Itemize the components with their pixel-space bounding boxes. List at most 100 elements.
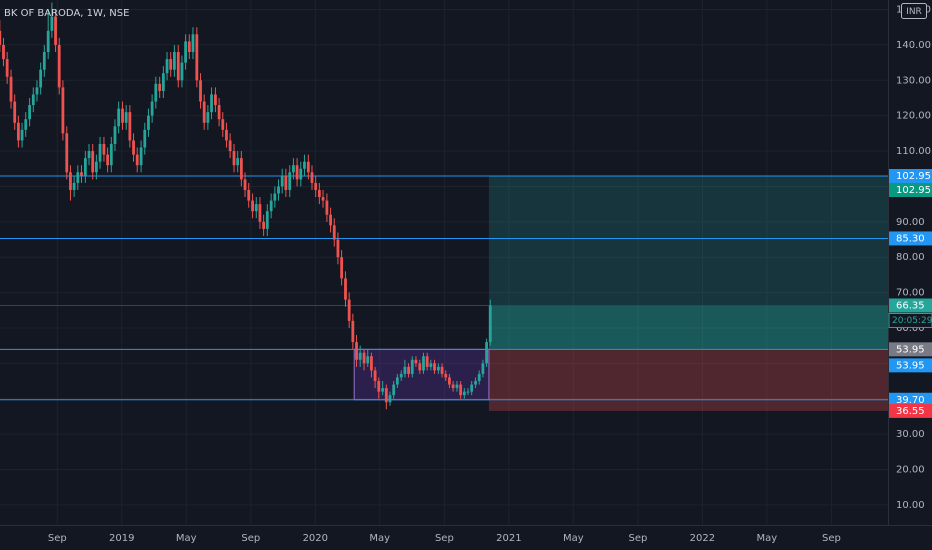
candle-body [474, 381, 477, 385]
candle-body [462, 391, 466, 396]
candle-body [228, 140, 232, 152]
countdown: 20:05:29 [892, 316, 932, 326]
candle-body [269, 200, 273, 212]
candle-body [195, 34, 199, 81]
candle-body [488, 305, 492, 343]
candle-body [422, 356, 425, 371]
candle-body [466, 391, 470, 393]
y-tick-label: 80.00 [896, 252, 925, 263]
y-tick-label: 120.00 [896, 111, 931, 122]
x-tick-label: May [369, 533, 390, 544]
candle-body [373, 370, 377, 382]
candle-body [381, 388, 385, 392]
y-tick-label: 70.00 [896, 288, 925, 299]
candle-body [225, 129, 228, 141]
candle-body [329, 214, 332, 226]
x-tick-label: 2020 [303, 533, 328, 544]
x-tick-label: May [563, 533, 584, 544]
candle-body [407, 366, 410, 374]
candle-body [410, 359, 414, 374]
candle-body [24, 119, 28, 130]
candle-body [403, 366, 407, 374]
candle-body [477, 373, 481, 382]
candle-body [150, 101, 154, 116]
candle-body [236, 158, 240, 166]
y-tick-label: 30.00 [896, 429, 925, 440]
candle-body [180, 62, 184, 81]
candle-body [106, 154, 110, 166]
tags: 102.95 85.30 53.95 39.70 102.95 53.95 36.55 66.… [888, 169, 932, 418]
candle-body [395, 377, 399, 385]
candle-body [284, 175, 288, 190]
candle-body [20, 129, 24, 141]
grid [0, 0, 888, 525]
candle-body [336, 239, 340, 258]
currency-box[interactable] [901, 3, 927, 19]
candle-body [317, 189, 321, 198]
candle-body [57, 44, 61, 88]
price-tag-box [889, 403, 932, 418]
candle-body [147, 115, 150, 130]
candle-body [72, 182, 76, 190]
candle-body [232, 151, 236, 166]
price-tag-label: 39.70 [896, 395, 925, 406]
candle-body [295, 165, 299, 180]
candle-body [35, 87, 39, 95]
candle-body [102, 143, 106, 155]
candle-body [5, 59, 9, 77]
price-tag-box [889, 298, 932, 313]
candle-body [258, 204, 262, 222]
candle-body [418, 363, 422, 371]
candle-body [217, 105, 221, 120]
candle-body [143, 129, 147, 148]
candle-body [80, 172, 83, 176]
candle-body [288, 172, 292, 190]
candle-body [0, 30, 2, 45]
candle-body [392, 384, 396, 396]
candle-body [191, 34, 195, 53]
candle-body [325, 200, 329, 215]
candle-body [42, 52, 46, 70]
y-tick-label: 140.00 [896, 40, 931, 51]
candle-body [355, 342, 358, 360]
candle-body [83, 158, 87, 176]
candle-body [239, 158, 243, 180]
candle-body [87, 151, 91, 159]
candle-body [485, 342, 488, 364]
price-tag-label: 102.95 [896, 171, 931, 182]
price-tag-label: 53.95 [896, 344, 925, 355]
candle-body [303, 161, 306, 169]
currency[interactable]: INR [906, 7, 922, 17]
x-tick-label: 2019 [109, 533, 134, 544]
candle-body [459, 384, 463, 396]
candle-body [265, 211, 269, 229]
candle-body [340, 257, 344, 279]
candle-body [377, 381, 381, 392]
x-tick-label: 2021 [496, 533, 521, 544]
candle-body [358, 352, 362, 360]
candle-body [109, 143, 113, 166]
candle-body [121, 108, 124, 123]
candle-body [210, 94, 213, 113]
y-tick-label: 10.00 [896, 500, 925, 511]
candle-body [176, 52, 180, 81]
candle-body [9, 76, 13, 102]
candle-body [292, 165, 295, 173]
x-tick-label: Sep [48, 533, 67, 544]
x-tick-label: 2022 [690, 533, 715, 544]
countdown-box [888, 312, 932, 328]
y-tick-label: 90.00 [896, 217, 925, 228]
candle-body [206, 112, 210, 123]
candle-body [132, 140, 135, 155]
candle-body [214, 94, 217, 106]
price-tag-box [889, 392, 932, 407]
x-tick-label: Sep [435, 533, 454, 544]
candle-body [184, 41, 188, 63]
candle-body [451, 384, 455, 389]
candle-body [384, 388, 388, 403]
candle-body [414, 359, 418, 364]
candle-body [243, 179, 247, 190]
candle-body [139, 147, 143, 166]
candle-body [440, 366, 444, 374]
price-tag-label: 85.30 [896, 233, 925, 244]
